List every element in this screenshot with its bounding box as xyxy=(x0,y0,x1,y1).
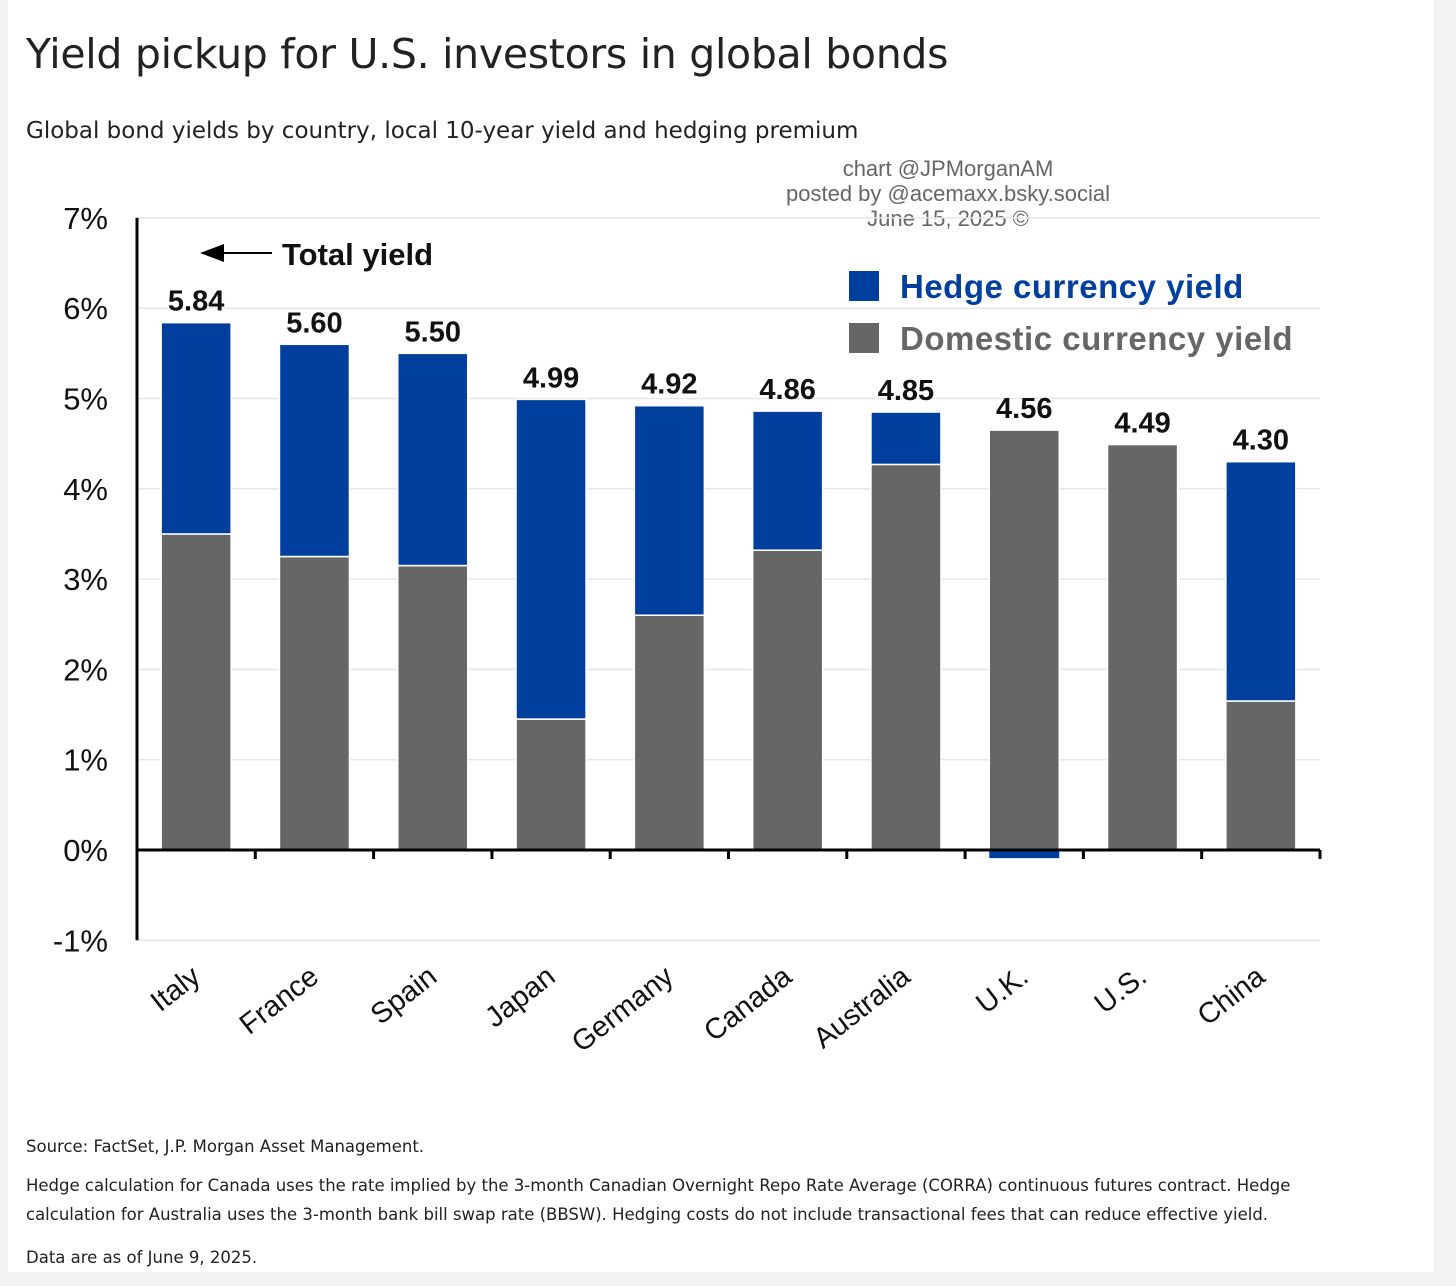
bar-domestic xyxy=(988,429,1060,851)
bar-domestic xyxy=(870,463,942,851)
total-label: 4.30 xyxy=(1233,425,1289,457)
annotation-arrowhead xyxy=(200,244,224,262)
bar-domestic xyxy=(278,555,351,851)
watermark-line-2: posted by @acemaxx.bsky.social xyxy=(786,181,1110,206)
bar-hedge xyxy=(1225,460,1297,702)
bar-hedge xyxy=(870,411,942,466)
x-tick-label: China xyxy=(1192,960,1272,1032)
bar-domestic xyxy=(160,533,232,851)
x-tick-label: Italy xyxy=(145,960,207,1018)
bar-domestic xyxy=(515,718,587,851)
y-tick-label: -1% xyxy=(53,923,108,958)
x-tick-label: France xyxy=(234,960,325,1041)
x-tick-label: Canada xyxy=(698,960,798,1048)
data-date-note: Data are as of June 9, 2025. xyxy=(26,1248,258,1267)
x-tick-label: U.S. xyxy=(1089,960,1153,1020)
y-tick-label: 4% xyxy=(63,472,108,507)
total-label: 4.99 xyxy=(523,362,579,394)
chart-subtitle: Global bond yields by country, local 10-… xyxy=(26,118,859,144)
bar-hedge xyxy=(160,321,232,535)
total-label: 5.60 xyxy=(286,307,342,339)
total-label: 4.92 xyxy=(641,369,697,401)
y-tick-label: 1% xyxy=(63,743,108,778)
y-tick-label: 7% xyxy=(63,201,108,236)
legend-swatch xyxy=(849,271,879,301)
bar-hedge xyxy=(751,410,824,551)
bar-hedge xyxy=(989,850,1060,859)
bar-domestic xyxy=(633,614,706,851)
legend-label: Domestic currency yield xyxy=(900,320,1293,357)
watermark-line-1: chart @JPMorganAM xyxy=(842,156,1054,181)
total-label: 5.84 xyxy=(168,286,224,318)
legend-label: Hedge currency yield xyxy=(900,268,1244,305)
y-tick-label: 0% xyxy=(63,833,108,868)
total-label: 4.86 xyxy=(759,374,815,406)
y-tick-label: 5% xyxy=(63,382,108,417)
bar-hedge xyxy=(515,398,587,720)
bar-hedge xyxy=(278,343,351,558)
bar-domestic xyxy=(397,564,469,851)
x-tick-label: Australia xyxy=(808,960,917,1055)
y-tick-label: 2% xyxy=(63,652,108,687)
bar-domestic xyxy=(1106,443,1179,851)
source-note: Source: FactSet, J.P. Morgan Asset Manag… xyxy=(26,1137,425,1156)
bar-hedge xyxy=(633,404,706,616)
x-tick-label: Japan xyxy=(479,960,561,1034)
bar-hedge xyxy=(397,352,469,567)
page-title: Yield pickup for U.S. investors in globa… xyxy=(26,30,949,78)
chart-card: Yield pickup for U.S. investors in globa… xyxy=(8,0,1434,1272)
x-tick-label: Spain xyxy=(365,960,443,1031)
x-tick-label: U.K. xyxy=(970,960,1034,1020)
hedge-note: Hedge calculation for Canada uses the ra… xyxy=(26,1176,1291,1224)
stacked-bar-chart: 7% 6% 5% 4% 3% 2% 1% 0% -1% 5.84 Italy 5.60 France 5.… xyxy=(53,201,1322,1059)
y-tick-label: 6% xyxy=(63,291,108,326)
legend-swatch xyxy=(849,323,879,353)
footnotes: Source: FactSet, J.P. Morgan Asset Manag… xyxy=(26,1132,1356,1286)
bar-domestic xyxy=(1225,700,1297,851)
total-label: 4.56 xyxy=(996,393,1052,425)
total-yield-annotation: Total yield xyxy=(282,237,433,272)
total-label: 4.49 xyxy=(1114,408,1170,440)
x-tick-label: Germany xyxy=(566,960,680,1059)
bar-domestic xyxy=(751,549,824,851)
total-label: 4.85 xyxy=(878,375,934,407)
total-label: 5.50 xyxy=(405,316,461,348)
y-tick-label: 3% xyxy=(63,562,108,597)
